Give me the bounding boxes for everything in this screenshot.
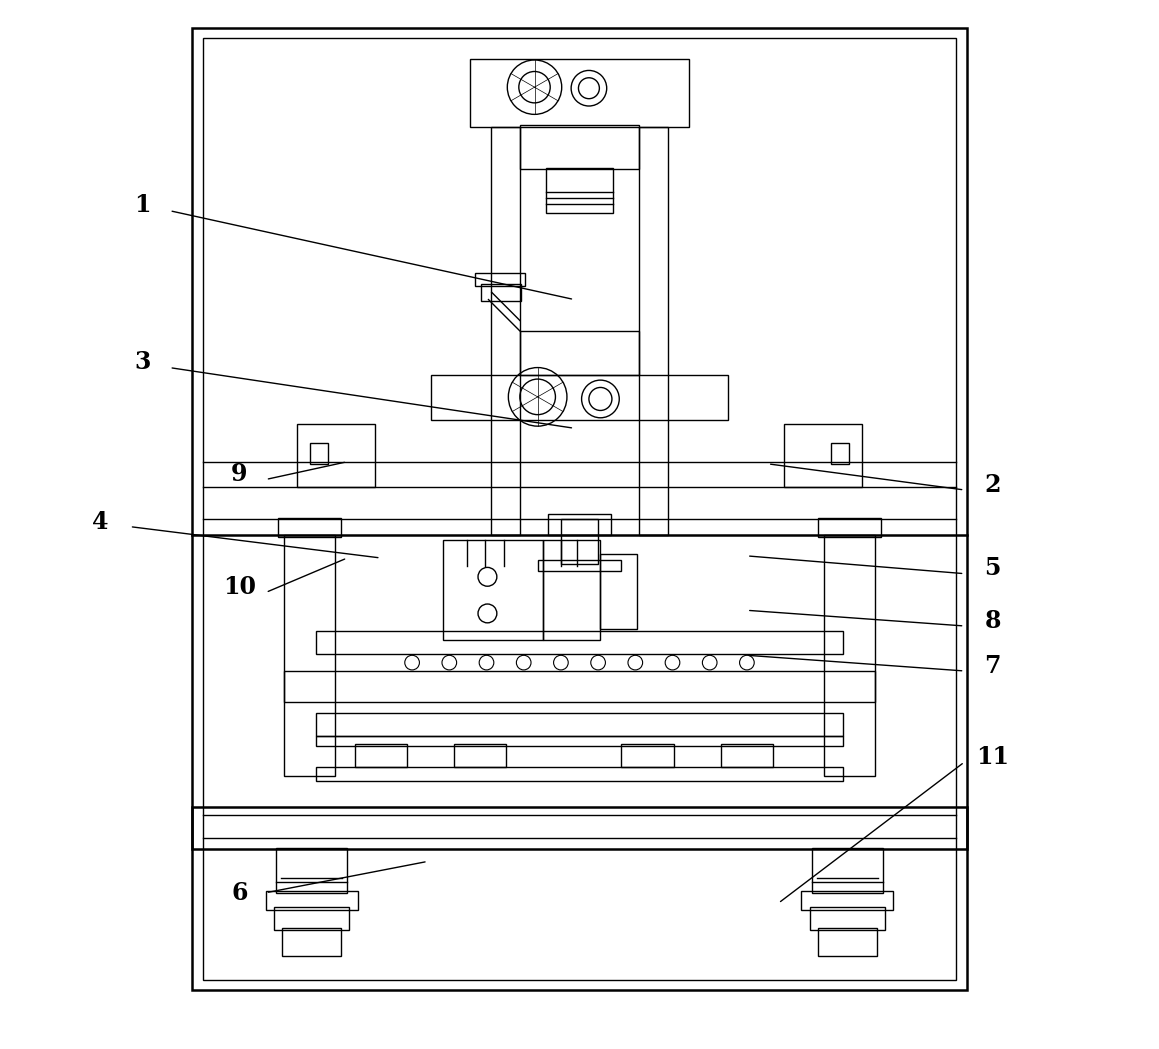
Bar [431, 374, 728, 420]
Bar [490, 127, 520, 535]
Bar [316, 735, 843, 746]
Bar [538, 560, 621, 571]
Bar [265, 891, 358, 909]
Bar [600, 554, 637, 629]
Bar [542, 540, 600, 640]
Text: 10: 10 [223, 575, 256, 599]
Bar [801, 891, 894, 909]
Bar [818, 928, 876, 956]
Bar [276, 848, 348, 893]
Bar [316, 631, 843, 655]
Bar [520, 125, 639, 169]
Bar [316, 713, 843, 735]
Bar [639, 127, 669, 535]
Text: 1: 1 [134, 193, 151, 217]
Bar [810, 907, 885, 930]
Text: 8: 8 [984, 608, 1001, 633]
Bar [469, 59, 690, 127]
Bar [475, 274, 525, 286]
Bar [454, 744, 506, 767]
Bar [283, 928, 341, 956]
Bar [721, 744, 773, 767]
Text: 7: 7 [984, 654, 1001, 678]
Bar [783, 424, 862, 487]
Bar [481, 284, 520, 301]
Text: 9: 9 [232, 463, 248, 487]
Bar [561, 519, 598, 564]
Bar [203, 38, 956, 980]
Bar [316, 767, 843, 780]
Bar [621, 744, 673, 767]
Text: 3: 3 [134, 350, 151, 374]
Bar [824, 535, 875, 775]
Bar [274, 907, 349, 930]
Text: 2: 2 [984, 473, 1001, 497]
Text: 5: 5 [984, 556, 1001, 580]
Bar [444, 540, 542, 640]
Bar [278, 518, 341, 537]
Bar [297, 424, 376, 487]
Bar [818, 518, 881, 537]
Bar [548, 514, 611, 535]
Text: 6: 6 [232, 881, 248, 905]
Bar [831, 443, 850, 464]
Bar [192, 807, 967, 849]
Bar [192, 27, 967, 990]
Text: 4: 4 [92, 511, 109, 534]
Bar [309, 443, 328, 464]
Bar [284, 535, 335, 775]
Bar [546, 168, 613, 213]
Bar [520, 330, 639, 374]
Bar [284, 671, 875, 703]
Text: 11: 11 [976, 745, 1009, 769]
Bar [811, 848, 883, 893]
Bar [355, 744, 407, 767]
